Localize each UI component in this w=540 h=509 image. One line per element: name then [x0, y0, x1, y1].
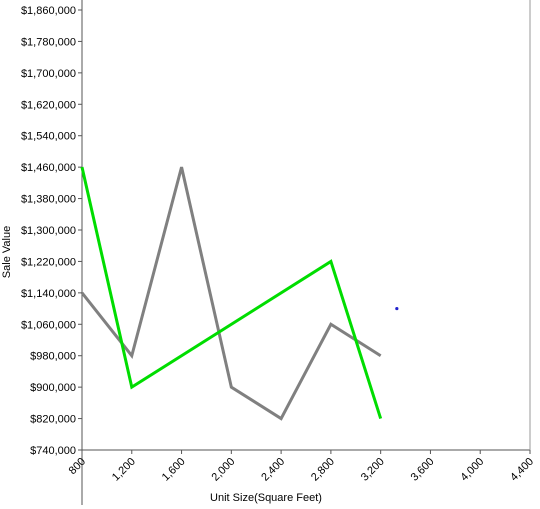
marker-layer — [395, 306, 399, 311]
y-tick-label: $1,860,000 — [21, 5, 76, 17]
x-tick-label: 2,800 — [309, 456, 337, 484]
y-tick-label: $1,380,000 — [21, 194, 76, 206]
x-tick-label: 2,000 — [210, 456, 238, 484]
series-line-1 — [80, 166, 382, 421]
series-layer — [80, 166, 383, 421]
x-tick-label: 1,600 — [160, 456, 188, 484]
y-tick-label: $1,620,000 — [21, 99, 76, 111]
x-tick-label: 3,200 — [359, 456, 387, 484]
y-tick-label: $1,540,000 — [21, 131, 76, 143]
y-tick-label: $1,140,000 — [21, 288, 76, 300]
y-tick-label: $820,000 — [30, 414, 76, 426]
x-axis-title: Unit Size(Square Feet) — [210, 492, 322, 504]
x-tick-label: 2,400 — [259, 456, 287, 484]
x-tick-label: 800 — [67, 456, 88, 477]
y-tick-label: $1,460,000 — [21, 162, 76, 174]
x-tick-label: 4,000 — [458, 456, 486, 484]
x-axis-ticks: 800 1,200 1,600 2,000 2,400 2,800 3,200 3,600 4,… — [67, 450, 536, 484]
x-tick-label: 3,600 — [409, 456, 437, 484]
y-tick-label: $900,000 — [30, 382, 76, 394]
y-tick-label: $740,000 — [30, 445, 76, 457]
plot-frame — [81, 0, 531, 505]
y-tick-label: $1,300,000 — [21, 225, 76, 237]
y-tick-label: $1,780,000 — [21, 36, 76, 48]
series-line-2 — [80, 166, 383, 420]
x-tick-label: 1,200 — [110, 456, 138, 484]
y-tick-label: $1,060,000 — [21, 319, 76, 331]
data-point-marker — [395, 306, 399, 311]
y-tick-label: $1,220,000 — [21, 256, 76, 268]
y-tick-label: $980,000 — [30, 351, 76, 363]
x-tick-label: 4,400 — [508, 456, 536, 484]
y-axis-ticks: $740,000 $820,000 $900,000 $980,000 $1,060,0… — [21, 5, 82, 457]
y-tick-label: $1,700,000 — [21, 68, 76, 80]
y-axis-title: Sale Value — [1, 226, 13, 278]
